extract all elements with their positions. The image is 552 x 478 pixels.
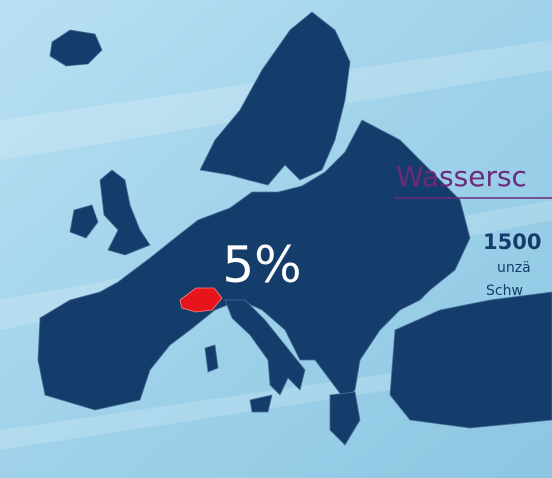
panel-prefix: Mit — [432, 236, 454, 252]
panel-title: Wassersc — [396, 160, 527, 193]
panel-line: 5 — [527, 306, 536, 322]
screen: 5% Wassersc Mit 1500 unzä Schw 5 — [0, 0, 552, 478]
map-graphic: 5% Wassersc Mit 1500 unzä Schw 5 — [0, 0, 552, 478]
panel-number: 1500 — [483, 230, 541, 254]
panel-line: unzä — [497, 260, 531, 276]
panel-line: Schw — [486, 283, 523, 299]
map-label: 5% — [222, 236, 301, 294]
